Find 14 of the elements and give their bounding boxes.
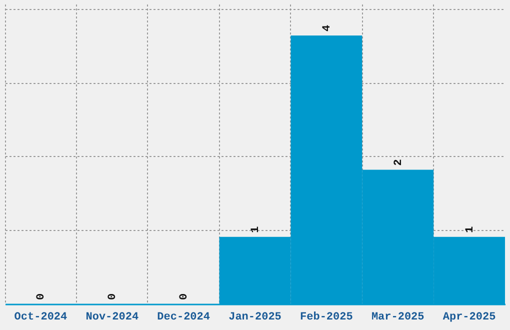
- data-label: 0: [36, 293, 48, 300]
- x-tick-label: Nov-2024: [86, 312, 139, 324]
- x-tick-label: Jan-2025: [228, 312, 282, 324]
- data-label: 0: [107, 293, 120, 300]
- data-label: 4: [321, 24, 334, 32]
- x-tick-label: Feb-2025: [300, 312, 354, 324]
- x-tick-label: Dec-2024: [157, 312, 210, 324]
- x-tick-label: Oct-2024: [14, 312, 68, 324]
- x-tick-label: Mar-2025: [371, 312, 425, 324]
- data-label: 1: [250, 226, 262, 233]
- data-label: 1: [464, 226, 476, 233]
- data-label: 2: [392, 159, 405, 166]
- x-tick-label: Apr-2025: [442, 312, 496, 324]
- data-label: 0: [178, 293, 191, 300]
